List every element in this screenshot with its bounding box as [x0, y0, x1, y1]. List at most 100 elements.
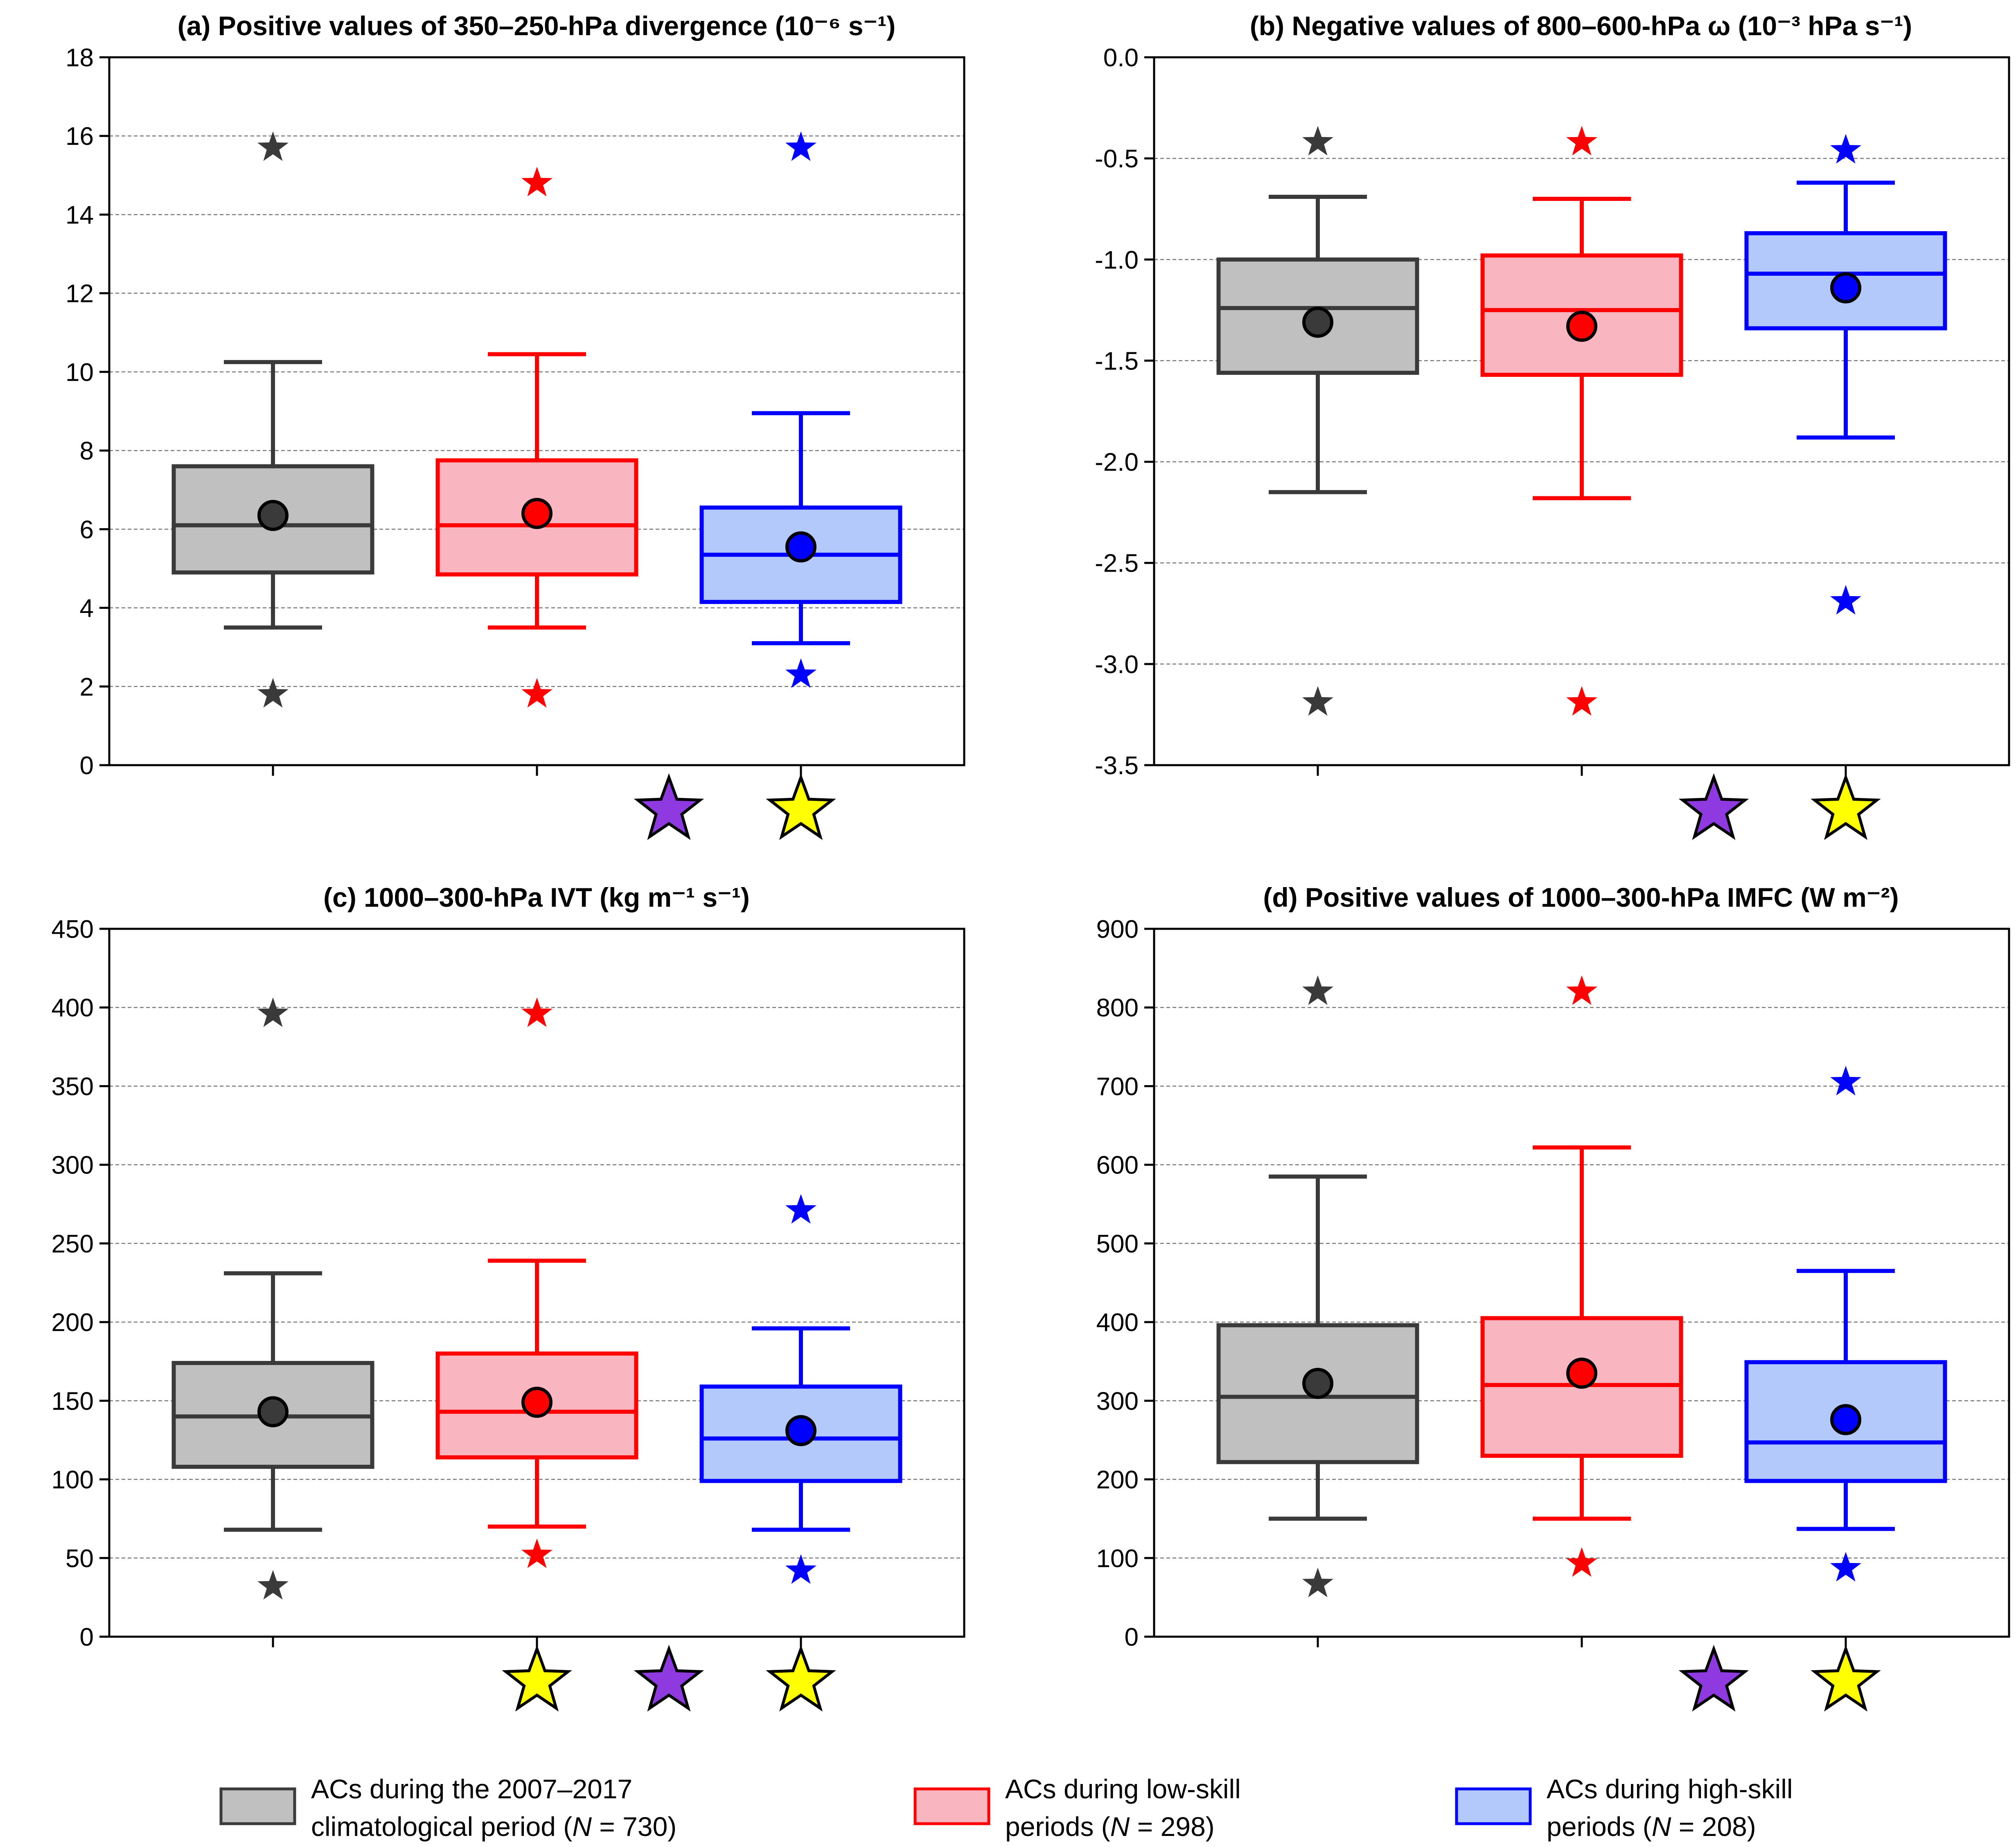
min-star [1830, 1552, 1861, 1582]
mean-marker [1566, 311, 1597, 342]
mean-marker [1302, 1368, 1333, 1399]
legend-swatch-high-skill [1455, 1787, 1532, 1825]
significance-star-purple [634, 1644, 704, 1712]
y-tick-label: 16 [65, 122, 94, 151]
panel-d-plot [1216, 975, 1947, 1597]
y-tick-label: 14 [65, 201, 94, 229]
legend-label-low-skill-line2: periods (N = 298) [1005, 1811, 1215, 1842]
y-tick-label: 700 [1096, 1072, 1139, 1101]
mean-marker [785, 1415, 816, 1446]
min-star [1830, 585, 1861, 615]
y-tick-label: 350 [52, 1072, 94, 1101]
max-star [785, 131, 816, 161]
y-tick-label: -1.0 [1095, 246, 1139, 274]
box-low-skill [1480, 975, 1683, 1577]
y-tick-label: 12 [65, 280, 94, 308]
panel-b-plot [1216, 126, 1947, 716]
box-high-skill [1744, 1065, 1947, 1582]
panel-d-significance [1678, 1644, 1881, 1712]
panel-d-yaxis: 0 100 200 300 400 500 600 700 800 900 [1096, 915, 1154, 1651]
y-tick-label: 0.0 [1103, 44, 1139, 72]
min-star [521, 678, 552, 708]
panel-c-plot [171, 997, 902, 1600]
y-tick-label: -2.5 [1095, 550, 1139, 578]
y-tick-label: 300 [52, 1151, 94, 1180]
y-tick-label: 100 [52, 1466, 94, 1494]
box-high-skill [699, 1194, 902, 1584]
legend-label-low-skill-line1: ACs during low-skill [1005, 1774, 1241, 1804]
y-tick-label: 100 [1096, 1545, 1139, 1573]
significance-star-purple [1678, 773, 1749, 840]
y-tick-label: 8 [80, 437, 94, 465]
significance-star-purple [634, 773, 704, 840]
y-tick-label: 0 [1125, 1623, 1139, 1651]
y-tick-label: 250 [52, 1230, 94, 1258]
legend: ACs during the 2007–2017 climatological … [219, 1774, 1793, 1842]
min-star [257, 1570, 289, 1600]
significance-star-yellow [766, 1644, 836, 1712]
max-star [257, 131, 289, 161]
panel-a: (a) Positive values of 350–250-hPa diver… [65, 11, 965, 840]
min-star [1566, 686, 1597, 716]
y-tick-label: 18 [65, 44, 94, 72]
max-star [521, 997, 552, 1027]
panel-b-significance [1678, 773, 1881, 840]
box-high-skill [699, 131, 902, 688]
y-tick-label: 200 [1096, 1466, 1139, 1494]
mean-marker [1830, 1404, 1861, 1435]
panel-d: (d) Positive values of 1000–300-hPa IMFC… [1096, 882, 2010, 1712]
panel-d-title: (d) Positive values of 1000–300-hPa IMFC… [1263, 882, 1899, 912]
panel-c-significance [502, 1644, 836, 1712]
max-star [1566, 126, 1597, 155]
min-star [257, 678, 289, 708]
max-star [1830, 1065, 1861, 1096]
y-tick-label: 800 [1096, 994, 1139, 1022]
max-star [257, 997, 289, 1027]
y-tick-label: 2 [80, 673, 94, 701]
legend-swatch-climatological [219, 1787, 296, 1825]
max-star [785, 1194, 816, 1224]
min-star [1566, 1547, 1597, 1577]
y-tick-label: 900 [1096, 915, 1139, 944]
panel-c-title: (c) 1000–300-hPa IVT (kg m⁻¹ s⁻¹) [323, 882, 750, 912]
panel-c: (c) 1000–300-hPa IVT (kg m⁻¹ s⁻¹) 0 50 100… [52, 882, 965, 1712]
y-tick-label: 0 [80, 752, 94, 780]
panel-b-yaxis: -3.5 -3.0 -2.5 -2.0 -1.5 -1.0 -0.5 0.0 [1095, 44, 1154, 780]
panel-c-yaxis: 0 50 100 150 200 250 300 350 400 450 [52, 915, 109, 1651]
y-tick-label: 400 [52, 994, 94, 1022]
y-tick-label: 300 [1096, 1387, 1139, 1415]
y-tick-label: 200 [52, 1309, 94, 1337]
panel-b: (b) Negative values of 800–600-hPa ω (10… [1095, 11, 2010, 840]
legend-item-climatological: ACs during the 2007–2017 climatological … [219, 1774, 677, 1842]
significance-star-purple [1678, 1644, 1749, 1712]
significance-star-yellow [1811, 773, 1881, 840]
y-tick-label: 450 [52, 915, 94, 944]
min-star [1302, 1568, 1333, 1597]
y-tick-label: 150 [52, 1387, 94, 1415]
min-star [521, 1538, 552, 1568]
max-star [1830, 134, 1861, 164]
box-climatological [1216, 975, 1419, 1597]
panel-b-title: (b) Negative values of 800–600-hPa ω (10… [1250, 11, 1912, 41]
panel-a-plot [171, 131, 902, 708]
max-star [1302, 975, 1333, 1005]
y-tick-label: 6 [80, 516, 94, 544]
box-climatological [171, 997, 374, 1600]
box-low-skill [435, 997, 638, 1568]
panel-a-title: (a) Positive values of 350–250-hPa diver… [178, 11, 895, 41]
mean-marker [521, 498, 552, 529]
legend-swatch-low-skill [913, 1787, 990, 1825]
panel-a-yaxis: 0 2 4 6 8 10 12 14 16 18 [65, 44, 109, 780]
mean-marker [521, 1387, 552, 1418]
min-star [785, 1554, 816, 1584]
max-star [521, 167, 552, 196]
y-tick-label: 400 [1096, 1309, 1139, 1337]
mean-marker [1830, 272, 1861, 304]
mean-marker [1302, 306, 1333, 338]
y-tick-label: 600 [1096, 1151, 1139, 1180]
y-tick-label: 10 [65, 358, 94, 387]
box-low-skill [435, 167, 638, 708]
box-climatological [171, 131, 374, 708]
